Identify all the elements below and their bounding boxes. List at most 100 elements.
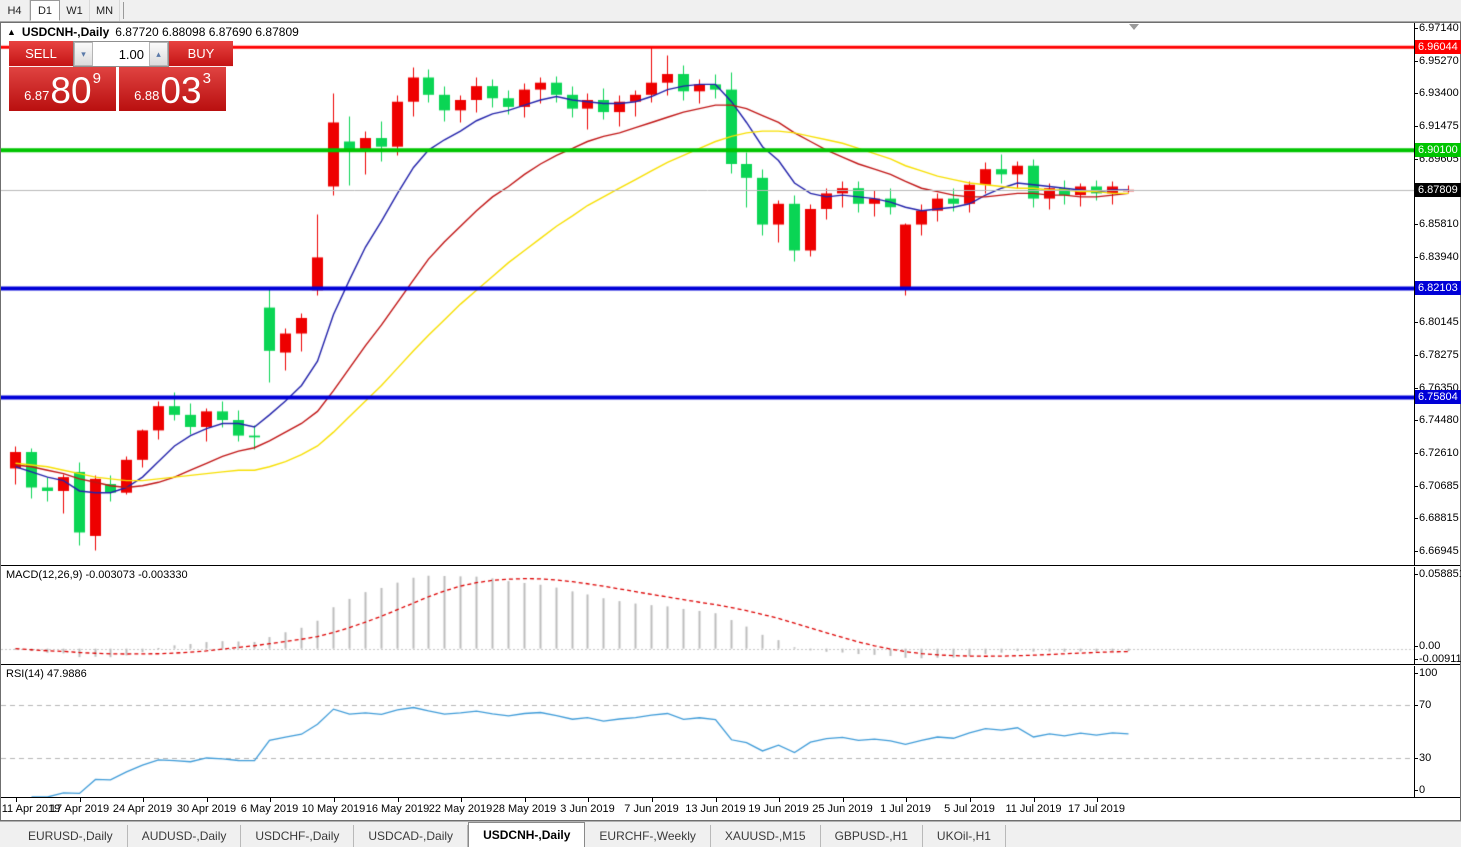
- timeframe-button-d1[interactable]: D1: [30, 0, 60, 21]
- date-axis-label: 6 May 2019: [240, 803, 299, 815]
- macd-indicator-label: MACD(12,26,9) -0.003073 -0.003330: [6, 569, 188, 581]
- chart-tab-usdchf[interactable]: USDCHF-,Daily: [241, 825, 355, 847]
- rsi-axis-label: 30: [1413, 751, 1432, 764]
- pane-separator[interactable]: [1, 664, 1460, 666]
- date-axis-label: 1 Jul 2019: [880, 803, 931, 815]
- date-axis-label: 11 Apr 2019: [1, 803, 61, 815]
- buy-price-big: 03: [160, 69, 202, 111]
- rsi-axis-label: 70: [1413, 699, 1432, 712]
- date-axis-label: 17 Jul 2019: [1068, 803, 1125, 815]
- price-axis-label: 6.83940: [1414, 250, 1459, 263]
- price-axis-label: 6.72610: [1414, 446, 1459, 459]
- date-tick: [460, 798, 462, 802]
- pane-separator[interactable]: [1, 565, 1460, 567]
- toolbar-separator: [123, 2, 125, 19]
- volume-spinner: ▾ ▴: [73, 41, 169, 67]
- rsi-axis-label: 100: [1413, 667, 1438, 679]
- date-axis-label: 7 Jun 2019: [624, 803, 679, 815]
- date-axis-label: 19 Jun 2019: [748, 803, 809, 815]
- date-axis-label: 24 Apr 2019: [112, 803, 173, 815]
- date-tick: [1096, 798, 1098, 802]
- chart-tab-xauusd[interactable]: XAUUSD-,M15: [711, 825, 821, 847]
- date-tick: [333, 798, 335, 802]
- date-tick: [206, 798, 208, 802]
- volume-increase-button[interactable]: ▴: [149, 42, 168, 66]
- macd-pane: MACD(12,26,9) -0.003073 -0.003330 0.0588…: [1, 567, 1461, 665]
- volume-decrease-button[interactable]: ▾: [74, 42, 93, 66]
- price-line-label: 6.96044: [1415, 40, 1461, 55]
- chart-window: ▲ USDCNH-,Daily 6.87720 6.88098 6.87690 …: [0, 22, 1461, 821]
- timeframe-button-mn[interactable]: MN: [90, 0, 121, 21]
- collapse-chart-icon[interactable]: ▲: [7, 26, 16, 37]
- rsi-canvas[interactable]: [1, 666, 1414, 797]
- buy-price-pip: 3: [202, 70, 211, 87]
- price-line-label: 6.82103: [1415, 281, 1461, 296]
- chart-tab-gbpusd[interactable]: GBPUSD-,H1: [821, 825, 923, 847]
- chart-tab-usdcnh[interactable]: USDCNH-,Daily: [468, 822, 586, 847]
- price-axis[interactable]: 6.97140 6.95270 6.93400 6.91475 6.89605 6.858…: [1414, 22, 1461, 565]
- one-click-trading-panel: SELL ▾ ▴ BUY 6.87 80 9 6.88 03 3: [9, 41, 233, 111]
- price-line-label: 6.75804: [1415, 390, 1461, 405]
- price-axis-label: 6.95270: [1414, 54, 1459, 67]
- rsi-pane: RSI(14) 47.9886 100 70 30 0: [1, 666, 1460, 797]
- macd-axis: 0.058851 0.00 -0.009116: [1413, 567, 1461, 665]
- date-tick: [269, 798, 271, 802]
- date-tick: [587, 798, 589, 802]
- main-chart-canvas[interactable]: [1, 23, 1414, 565]
- price-line-label: 6.90100: [1415, 143, 1461, 158]
- macd-axis-max: 0.058851: [1414, 568, 1461, 580]
- timeframe-button-w1[interactable]: W1: [60, 0, 90, 21]
- buy-price-small: 6.88: [134, 88, 160, 103]
- date-tick: [651, 798, 653, 802]
- price-axis-label: 6.80145: [1414, 316, 1459, 329]
- price-line-label: 6.87809: [1415, 182, 1461, 197]
- date-tick: [969, 798, 971, 802]
- date-axis-label: 16 May 2019: [365, 803, 430, 815]
- chart-tab-usdcad[interactable]: USDCAD-,Daily: [354, 825, 469, 847]
- date-axis-label: 28 May 2019: [492, 803, 557, 815]
- sell-price-big: 80: [50, 69, 92, 111]
- buy-price-quote[interactable]: 6.88 03 3: [119, 67, 226, 111]
- date-tick: [905, 798, 907, 802]
- date-tick: [79, 798, 81, 802]
- buy-button[interactable]: BUY: [169, 41, 233, 67]
- rsi-indicator-label: RSI(14) 47.9886: [6, 668, 87, 680]
- date-axis-label: 30 Apr 2019: [176, 803, 237, 815]
- date-axis-label: 11 Jul 2019: [1005, 803, 1062, 815]
- timeframe-button-h4[interactable]: H4: [0, 0, 30, 21]
- price-axis-label: 6.97140: [1414, 22, 1459, 35]
- sell-button[interactable]: SELL: [9, 41, 73, 67]
- chart-tab-eurchf[interactable]: EURCHF-,Weekly: [585, 825, 711, 847]
- chart-tab-eurusd[interactable]: EURUSD-,Daily: [14, 825, 128, 847]
- timeframe-toolbar: H4 D1 W1 MN: [0, 0, 1461, 22]
- sell-price-pip: 9: [92, 70, 101, 87]
- rsi-axis-label: 0: [1413, 784, 1426, 796]
- price-axis-label: 6.78275: [1414, 348, 1459, 361]
- chart-tab-audusd[interactable]: AUDUSD-,Daily: [128, 825, 242, 847]
- price-axis-label: 6.68815: [1414, 512, 1459, 525]
- chart-ohlc-label: 6.87720 6.88098 6.87690 6.87809: [115, 25, 299, 39]
- price-axis-label: 6.74480: [1414, 414, 1459, 427]
- volume-input[interactable]: [93, 42, 149, 66]
- date-axis[interactable]: 11 Apr 2019 17 Apr 2019 24 Apr 2019 30 Apr …: [1, 797, 1460, 820]
- date-tick: [397, 798, 399, 802]
- date-tick: [842, 798, 844, 802]
- chart-tab-bar: EURUSD-,Daily AUDUSD-,Daily USDCHF-,Daily U…: [0, 821, 1461, 847]
- date-axis-label: 25 Jun 2019: [812, 803, 873, 815]
- scroll-to-end-icon[interactable]: [1129, 24, 1139, 30]
- sell-price-small: 6.87: [24, 88, 50, 103]
- date-tick: [1033, 798, 1035, 802]
- price-axis-label: 6.85810: [1414, 218, 1459, 231]
- date-axis-label: 10 May 2019: [301, 803, 366, 815]
- date-tick: [15, 798, 17, 802]
- chart-tab-ukoil[interactable]: UKOil-,H1: [923, 825, 1006, 847]
- macd-axis-zero: 0.00: [1413, 639, 1441, 652]
- date-axis-label: 3 Jun 2019: [560, 803, 615, 815]
- price-axis-label: 6.70685: [1414, 480, 1459, 493]
- macd-canvas[interactable]: [1, 567, 1414, 664]
- date-tick: [524, 798, 526, 802]
- price-axis-label: 6.91475: [1414, 120, 1459, 133]
- sell-price-quote[interactable]: 6.87 80 9: [9, 67, 116, 111]
- date-axis-label: 13 Jun 2019: [685, 803, 746, 815]
- price-axis-label: 6.66945: [1414, 544, 1459, 557]
